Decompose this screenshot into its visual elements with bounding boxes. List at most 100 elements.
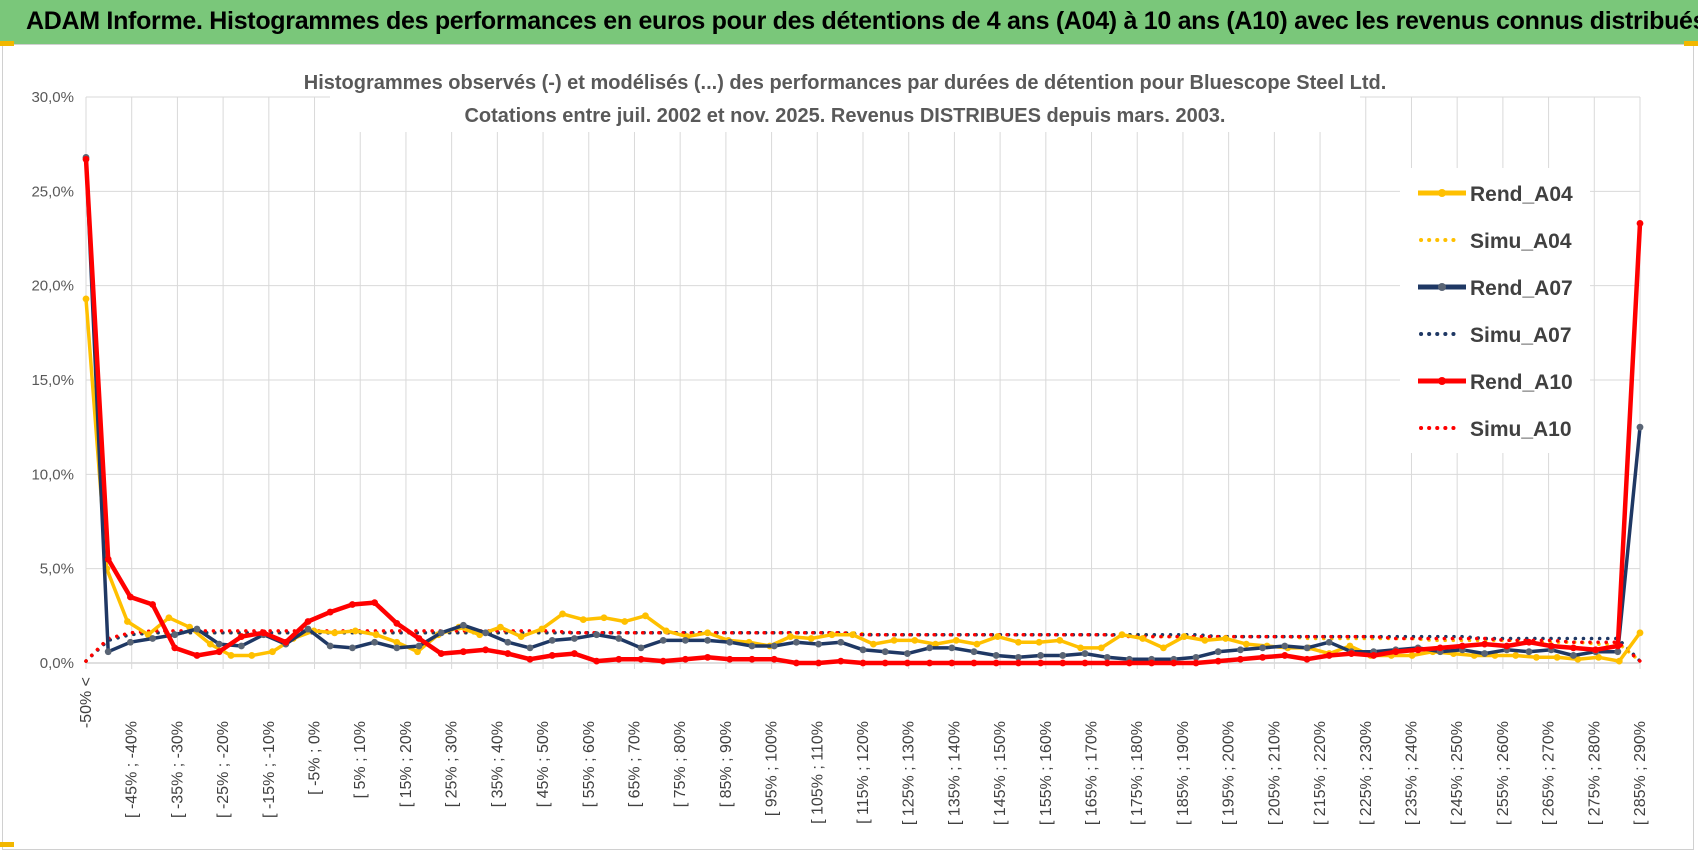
data-point (748, 642, 756, 650)
x-tick-label: [ 175% ; 180% (1129, 721, 1146, 825)
data-point (149, 635, 157, 642)
x-tick-label: [ 225% ; 230% (1358, 721, 1375, 825)
x-tick-label: [ 245% ; 250% (1449, 721, 1466, 825)
data-point (126, 593, 134, 601)
y-tick-label: 15,0% (31, 372, 74, 389)
data-point (659, 657, 667, 665)
data-point (437, 629, 445, 637)
data-point (815, 659, 822, 667)
data-point (171, 644, 179, 652)
data-point (1414, 646, 1422, 654)
data-point (215, 648, 223, 656)
x-tick-label: [ 105% ; 110% (809, 721, 826, 824)
data-point (1148, 659, 1155, 667)
data-point (1636, 220, 1644, 227)
data-point (1570, 644, 1577, 652)
x-tick-label: [ 215% ; 220% (1312, 721, 1329, 825)
data-point (970, 648, 978, 656)
legend-label: Rend_A07 (1470, 277, 1573, 300)
data-point (1408, 652, 1416, 659)
data-point (621, 618, 629, 625)
data-point (504, 650, 512, 657)
data-point (1325, 652, 1333, 659)
data-point (793, 659, 800, 667)
x-tick-label: [ 65% ; 70% (626, 721, 643, 807)
data-point (1392, 648, 1400, 656)
x-tick-label: [ 285% ; 290% (1632, 721, 1649, 825)
data-point (326, 642, 334, 650)
data-point (815, 640, 822, 648)
data-point (1592, 646, 1599, 654)
series-lines (82, 153, 1644, 667)
legend-item-rend-a04: Rend_A04 (1418, 183, 1573, 206)
data-point (726, 638, 734, 646)
y-tick-label: 5,0% (40, 561, 74, 578)
x-tick-label: [ 75% ; 80% (672, 721, 689, 807)
data-point (748, 655, 756, 663)
legend-label: Simu_A04 (1470, 230, 1572, 253)
data-point (1222, 635, 1229, 642)
title-background (330, 64, 1360, 132)
data-point (793, 638, 800, 646)
data-point (482, 646, 489, 654)
data-point (1303, 644, 1311, 652)
data-point (504, 638, 512, 646)
data-point (371, 599, 378, 607)
data-point (992, 652, 1000, 659)
x-tick-label: [ 205% ; 210% (1266, 721, 1283, 825)
data-point (238, 642, 245, 650)
data-point (326, 608, 334, 616)
x-tick-label: [ 125% ; 130% (901, 721, 918, 825)
x-tick-label: [ 195% ; 200% (1221, 721, 1238, 825)
data-point (859, 659, 867, 667)
x-tick-label: [ 45% ; 50% (535, 721, 552, 807)
data-point (881, 648, 889, 656)
legend-label: Rend_A10 (1470, 371, 1573, 394)
data-point (1056, 636, 1064, 644)
y-tick-label: 20,0% (31, 278, 74, 295)
x-tick-label: [ -45% ; -40% (124, 721, 141, 818)
data-point (1436, 644, 1444, 652)
x-tick-label: [ 95% ; 100% (764, 721, 781, 816)
x-tick-label: [ -15% ; -10% (261, 721, 278, 818)
series-simu-a10 (84, 629, 1642, 663)
data-point (593, 657, 600, 665)
x-tick-label: [ 25% ; 30% (444, 721, 461, 807)
data-point (165, 614, 173, 622)
series-rend-a10 (82, 155, 1644, 667)
data-point (579, 616, 587, 624)
data-point (1192, 653, 1200, 661)
data-point (482, 629, 489, 637)
data-point (548, 652, 556, 659)
report-banner: ADAM Informe. Histogrammes des performan… (0, 0, 1698, 44)
data-point (1192, 659, 1200, 667)
x-tick-label: [ 275% ; 280% (1586, 721, 1603, 825)
y-tick-label: 30,0% (31, 89, 74, 106)
data-point (1636, 629, 1644, 637)
data-point (1126, 659, 1133, 667)
x-tick-label: [ 265% ; 270% (1541, 721, 1558, 825)
data-point (973, 640, 981, 648)
data-point (1259, 644, 1266, 652)
data-point (1015, 659, 1022, 667)
data-point (248, 652, 256, 659)
data-point (1015, 653, 1022, 661)
data-point (1259, 653, 1266, 661)
chart-frame (2, 44, 1694, 850)
data-point (227, 652, 235, 659)
data-point (828, 631, 836, 639)
data-point (282, 638, 290, 646)
data-point (904, 659, 911, 667)
corner-mark-top-right (1684, 41, 1698, 46)
data-point (1214, 657, 1222, 665)
x-tick-label: [ 255% ; 260% (1495, 721, 1512, 825)
data-point (1170, 659, 1178, 667)
data-point (1037, 652, 1044, 659)
data-point (911, 636, 919, 644)
data-point (682, 636, 689, 644)
x-tick-label: [ 35% ; 40% (489, 721, 506, 807)
data-point (662, 627, 670, 635)
data-point (1180, 633, 1188, 640)
x-tick-label: [ 85% ; 90% (718, 721, 735, 807)
